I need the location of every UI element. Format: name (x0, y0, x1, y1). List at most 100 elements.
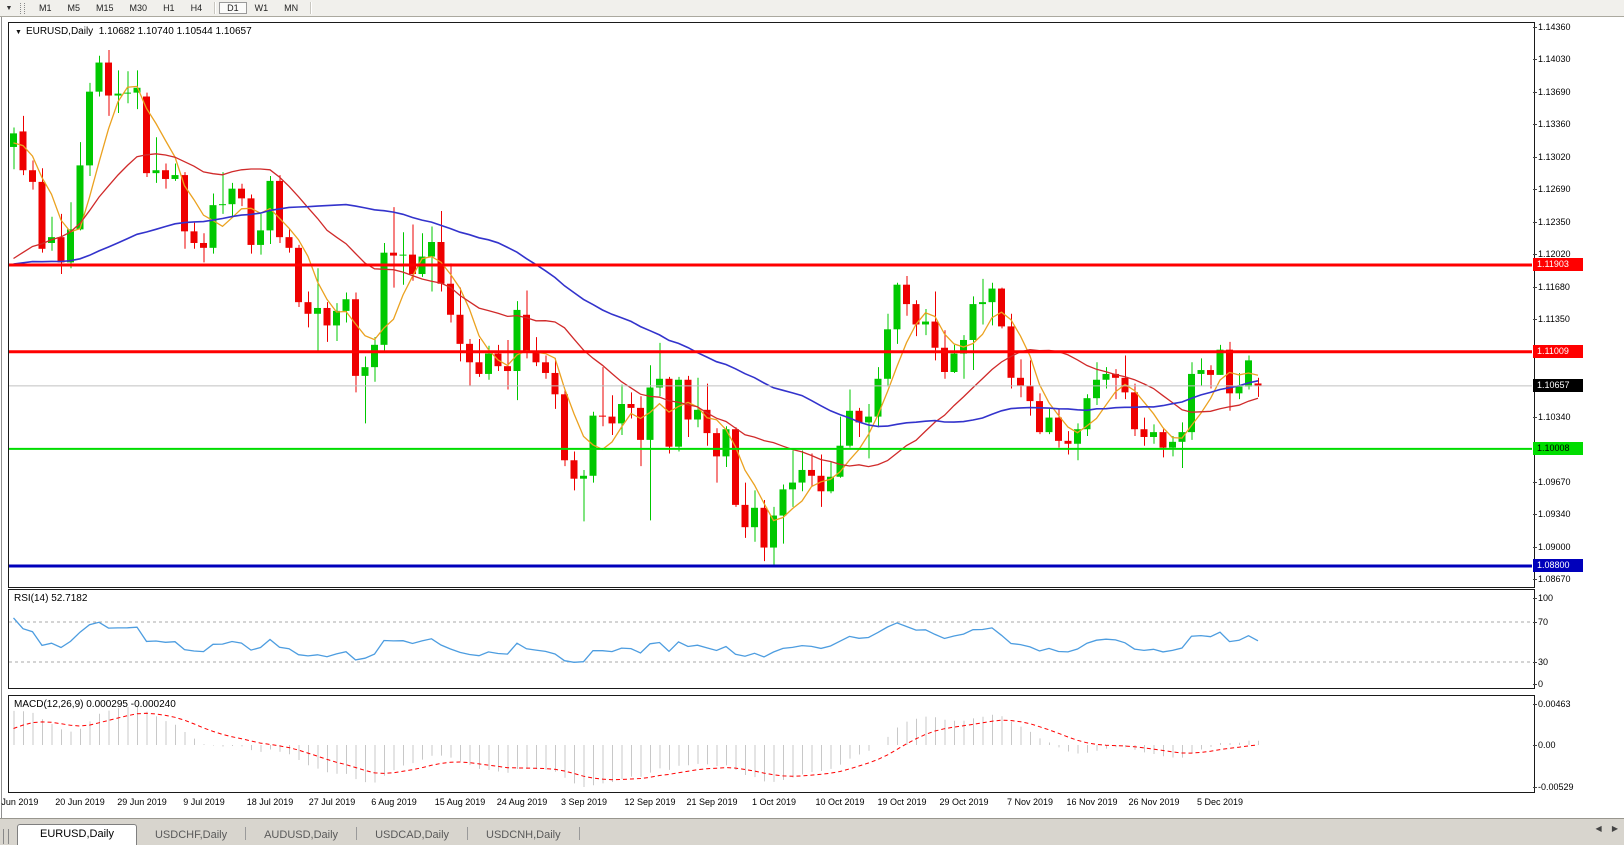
rsi-tick-label: 0 (1538, 679, 1544, 689)
macd-panel: MACD(12,26,9) 0.000295 -0.000240 (8, 695, 1535, 793)
symbol-tabbar: EURUSD,Daily USDCHF,Daily AUDUSD,Daily USDC… (0, 818, 1624, 845)
rsi-tick-dash (1533, 622, 1537, 623)
price-tick-dash (1533, 547, 1537, 548)
price-tick-label: 1.12350 (1538, 217, 1571, 227)
date-tick-label: 6 Aug 2019 (371, 797, 417, 807)
date-tick-label: 12 Sep 2019 (624, 797, 676, 807)
chart-ohlc-values: 1.10682 1.10740 1.10544 1.10657 (98, 26, 252, 37)
timeframe-button-h1[interactable]: H1 (163, 3, 175, 13)
tab-usdchf[interactable]: USDCHF,Daily (154, 829, 228, 841)
macd-tick-label: -0.00529 (1538, 782, 1574, 792)
macd-canvas[interactable] (9, 696, 1532, 790)
price-tick-label: 1.14030 (1538, 54, 1571, 64)
timeframe-button-m15[interactable]: M15 (96, 3, 114, 13)
toolbar-separator (214, 2, 216, 14)
timeframe-buttons: M1 M5 M15 M30 H1 H4 D1 W1 MN (31, 2, 315, 14)
tab-scroll-right-icon[interactable]: ▶ (1611, 824, 1618, 833)
date-tick-label: 20 Jun 2019 (55, 797, 105, 807)
date-tick-label: 1 Oct 2019 (751, 797, 797, 807)
rsi-label: RSI(14) 52.7182 (14, 593, 88, 604)
timeframe-button-m1[interactable]: M1 (39, 3, 52, 13)
tab-separator (356, 827, 358, 840)
rsi-tick-dash (1533, 662, 1537, 663)
macd-tick-label: 0.00 (1538, 740, 1556, 750)
chart-menu-icon[interactable]: ▼ (15, 29, 22, 36)
price-tick-dash (1533, 482, 1537, 483)
price-tick-dash (1533, 222, 1537, 223)
timeframe-button-h4[interactable]: H4 (190, 3, 203, 13)
price-tick-dash (1533, 319, 1537, 320)
date-tick-label: 26 Nov 2019 (1128, 797, 1180, 807)
price-tick-dash (1533, 254, 1537, 255)
price-tick-label: 1.12020 (1538, 249, 1571, 259)
price-tick-label: 1.11680 (1538, 282, 1570, 292)
date-tick-label: 16 Nov 2019 (1066, 797, 1118, 807)
tab-scroll-controls: ◀ ▶ (1587, 824, 1618, 833)
date-tick-label: 27 Jul 2019 (308, 797, 356, 807)
timeframe-button-m30[interactable]: M30 (129, 3, 148, 13)
price-tick-dash (1533, 189, 1537, 190)
price-tick-label: 1.14360 (1538, 22, 1571, 32)
price-tick-dash (1533, 59, 1537, 60)
price-tick-dash (1533, 579, 1537, 580)
rsi-tick-dash (1533, 684, 1537, 685)
date-tick-label: 19 Oct 2019 (877, 797, 927, 807)
date-tick-label: 7 Nov 2019 (1006, 797, 1054, 807)
tab-usdcnh[interactable]: USDCNH,Daily (486, 829, 561, 841)
price-tick-dash (1533, 157, 1537, 158)
rsi-tick-dash (1533, 598, 1537, 599)
macd-tick-dash (1533, 787, 1537, 788)
price-level-badge: 1.10008 (1533, 442, 1583, 455)
price-tick-label: 1.13020 (1538, 152, 1571, 162)
date-tick-label: 15 Aug 2019 (434, 797, 486, 807)
rsi-canvas[interactable] (9, 590, 1532, 686)
chart-title: ▼ EURUSD,Daily 1.10682 1.10740 1.10544 1.… (15, 26, 252, 37)
price-tick-label: 1.13360 (1538, 119, 1571, 129)
macd-tick-dash (1533, 745, 1537, 746)
window-left-edge (1, 17, 2, 845)
price-level-badge: 1.11903 (1533, 258, 1583, 271)
timeframe-toolbar: ▼ M1 M5 M15 M30 H1 H4 D1 W1 MN (0, 0, 1624, 17)
date-tick-label: 21 Sep 2019 (686, 797, 738, 807)
tab-audusd[interactable]: AUDUSD,Daily (264, 829, 339, 841)
date-tick-label: 3 Sep 2019 (560, 797, 608, 807)
toolbar-dropdown-icon[interactable]: ▼ (5, 5, 13, 12)
price-tick-dash (1533, 287, 1537, 288)
price-tick-dash (1533, 27, 1537, 28)
rsi-tick-label: 100 (1538, 593, 1554, 603)
price-tick-label: 1.10340 (1538, 412, 1571, 422)
timeframe-button-m5[interactable]: M5 (67, 3, 81, 13)
rsi-tick-label: 70 (1538, 617, 1549, 627)
timeframe-button-w1[interactable]: W1 (254, 3, 269, 13)
date-tick-label: 9 Jul 2019 (183, 797, 225, 807)
tab-separator (578, 827, 580, 840)
price-tick-dash (1533, 514, 1537, 515)
date-tick-label: 29 Oct 2019 (939, 797, 989, 807)
price-tick-label: 1.09670 (1538, 477, 1571, 487)
price-tick-dash (1533, 417, 1537, 418)
price-tick-label: 1.08670 (1538, 574, 1571, 584)
tab-eurusd[interactable]: EURUSD,Daily (17, 824, 137, 845)
chart-symbol-label: EURUSD,Daily (25, 26, 94, 37)
tab-usdcad[interactable]: USDCAD,Daily (375, 829, 450, 841)
price-tick-label: 1.13690 (1538, 87, 1571, 97)
timeframe-button-d1[interactable]: D1 (219, 2, 247, 14)
main-chart-panel: ▼ EURUSD,Daily 1.10682 1.10740 1.10544 1.… (8, 22, 1535, 588)
toolbar-grip[interactable] (20, 2, 25, 14)
date-tick-label: 24 Aug 2019 (496, 797, 548, 807)
timeframe-button-mn[interactable]: MN (284, 3, 299, 13)
price-tick-label: 1.09340 (1538, 509, 1571, 519)
symbol-tabs: EURUSD,Daily USDCHF,Daily AUDUSD,Daily USDC… (17, 819, 580, 845)
tab-scroll-left-icon[interactable]: ◀ (1595, 824, 1602, 833)
tab-separator (245, 827, 247, 840)
price-level-badge: 1.11009 (1533, 345, 1583, 358)
macd-tick-label: 0.00463 (1538, 699, 1571, 709)
tabbar-grip (3, 829, 9, 844)
date-tick-label: 10 Oct 2019 (815, 797, 865, 807)
date-tick-label: 5 Dec 2019 (1196, 797, 1244, 807)
macd-tick-dash (1533, 704, 1537, 705)
tab-separator (467, 827, 469, 840)
price-tick-label: 1.09000 (1538, 542, 1571, 552)
candlestick-canvas[interactable] (9, 23, 1532, 585)
